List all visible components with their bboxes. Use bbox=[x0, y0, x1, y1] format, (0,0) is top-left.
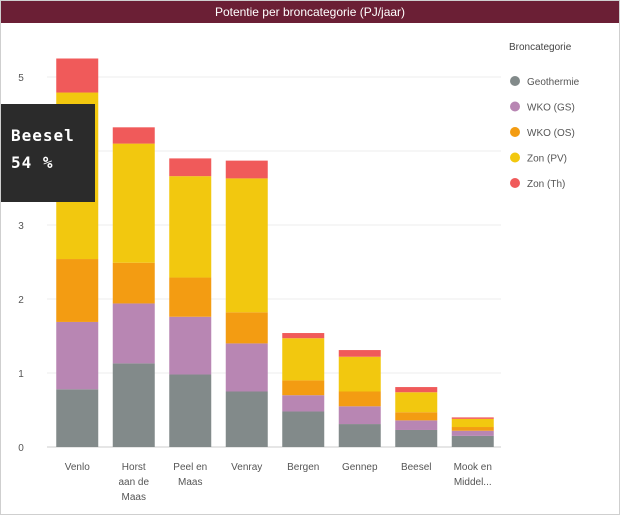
legend-label: Zon (Th) bbox=[527, 179, 565, 190]
hover-tooltip: Beesel 54 % bbox=[1, 104, 95, 202]
y-tick-label: 3 bbox=[18, 221, 24, 232]
bar-segment bbox=[395, 420, 438, 430]
bar-segment bbox=[56, 389, 99, 447]
x-tick-label: Venlo bbox=[65, 462, 90, 473]
bar-segment bbox=[169, 277, 212, 317]
bar-segment bbox=[282, 395, 325, 412]
legend-label: WKO (GS) bbox=[527, 103, 575, 114]
bar-segment bbox=[56, 58, 99, 93]
bar-segment bbox=[169, 158, 212, 177]
y-tick-label: 5 bbox=[18, 73, 24, 84]
bar-segment bbox=[169, 316, 212, 375]
bar-segment bbox=[282, 380, 325, 396]
legend-marker bbox=[510, 76, 520, 86]
x-tick-label: Gennep bbox=[342, 462, 378, 473]
y-tick-label: 2 bbox=[18, 295, 24, 306]
x-axis: Venlo Horst aan de Maas Peel en Maas Venray Ber… bbox=[65, 462, 492, 503]
bar-segment bbox=[225, 178, 268, 313]
bar-segment bbox=[338, 350, 381, 357]
bar-segment bbox=[395, 387, 438, 393]
x-tick-label: Horst bbox=[122, 462, 146, 473]
legend: Broncategorie Geothermie WKO (GS) WKO (OS) Z… bbox=[509, 42, 580, 190]
x-tick-label: Venray bbox=[231, 462, 262, 473]
x-tick-label: Mook en bbox=[454, 462, 492, 473]
bar-segment bbox=[451, 417, 494, 419]
x-tick-label: Maas bbox=[122, 492, 146, 503]
legend-marker bbox=[510, 178, 520, 188]
legend-label: WKO (OS) bbox=[527, 128, 575, 139]
bar-segment bbox=[451, 430, 494, 436]
y-tick-label: 0 bbox=[18, 443, 24, 454]
bar-segment bbox=[395, 412, 438, 421]
x-tick-label: Bergen bbox=[287, 462, 319, 473]
bar-segment bbox=[451, 427, 494, 431]
legend-marker bbox=[510, 152, 520, 163]
bar-segment bbox=[225, 391, 268, 447]
x-tick-label: Middel... bbox=[454, 477, 492, 488]
bar-segment bbox=[169, 374, 212, 447]
bar-segment bbox=[395, 392, 438, 413]
bar-segment bbox=[112, 303, 155, 364]
legend-marker bbox=[510, 127, 520, 137]
bar-segment bbox=[282, 411, 325, 447]
legend-label: Zon (PV) bbox=[527, 154, 567, 165]
bar-segment bbox=[112, 363, 155, 447]
bar-segment bbox=[338, 356, 381, 392]
bar-segment bbox=[338, 406, 381, 425]
chart-title: Potentie per broncategorie (PJ/jaar) bbox=[1, 1, 619, 23]
legend-label: Geothermie bbox=[527, 77, 580, 88]
x-tick-label: Peel en bbox=[173, 462, 207, 473]
x-tick-label: Maas bbox=[178, 477, 202, 488]
bar-segment bbox=[225, 343, 268, 392]
x-tick-label: Beesel bbox=[401, 462, 432, 473]
legend-title: Broncategorie bbox=[509, 42, 572, 53]
bar-segment bbox=[282, 333, 325, 339]
bar-segment bbox=[169, 176, 212, 278]
legend-marker bbox=[510, 101, 520, 112]
bar-segment bbox=[338, 424, 381, 447]
bar-segment bbox=[56, 321, 99, 390]
bars bbox=[56, 58, 494, 447]
bar-segment bbox=[395, 429, 438, 447]
bar-segment bbox=[282, 338, 325, 381]
bar-segment bbox=[451, 418, 494, 428]
bar-segment bbox=[225, 160, 268, 179]
x-tick-label: aan de bbox=[118, 477, 149, 488]
bar-segment bbox=[225, 312, 268, 344]
bar-segment bbox=[112, 262, 155, 304]
bar-segment bbox=[338, 391, 381, 407]
tooltip-value: 54 % bbox=[11, 153, 54, 172]
bar-segment bbox=[451, 435, 494, 447]
tooltip-category: Beesel bbox=[11, 126, 75, 145]
y-tick-label: 1 bbox=[18, 369, 24, 380]
bar-segment bbox=[112, 143, 155, 263]
bar-segment bbox=[112, 127, 155, 144]
bar-segment bbox=[56, 259, 99, 322]
